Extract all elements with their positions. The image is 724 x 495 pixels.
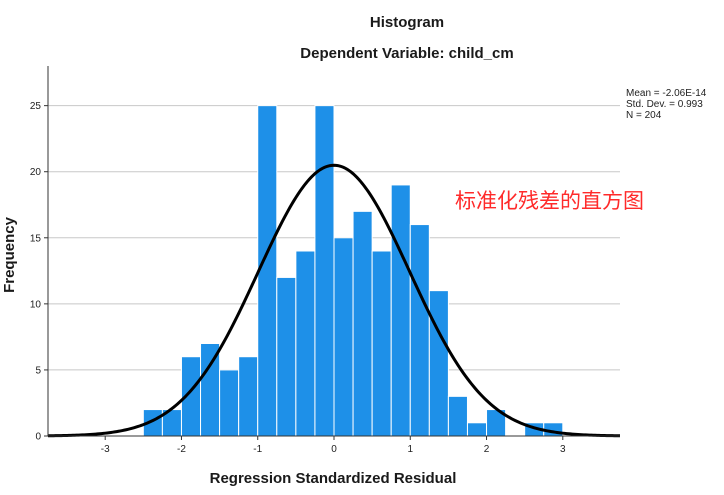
x-tick-label: 2 [484, 444, 490, 455]
histogram-bar [276, 276, 297, 437]
x-tick-label: -3 [101, 444, 110, 455]
histogram-bar [333, 237, 354, 437]
stats-mean: Mean = -2.06E-14 [626, 88, 707, 99]
y-tick-label: 10 [30, 299, 42, 310]
y-axis-label: Frequency [1, 216, 18, 293]
y-tick-label: 15 [30, 233, 42, 244]
histogram-bar [295, 250, 316, 437]
y-tick-label: 0 [35, 432, 41, 443]
histogram-bar [466, 422, 488, 437]
x-tick-label: 3 [560, 444, 566, 455]
chart-title: Histogram [370, 14, 444, 31]
x-tick-label: -1 [253, 444, 262, 455]
stats-std-dev: Std. Dev. = 0.993 [626, 99, 703, 110]
y-tick-label: 5 [35, 365, 41, 376]
x-tick-label: 0 [331, 444, 337, 455]
stats-n: N = 204 [626, 110, 662, 121]
annotation-text: 标准化残差的直方图 [455, 189, 644, 213]
chart-subtitle: Dependent Variable: child_cm [300, 45, 513, 62]
histogram-bar [352, 210, 373, 437]
y-tick-label: 25 [30, 101, 42, 112]
x-axis-label: Regression Standardized Residual [210, 470, 457, 487]
histogram-bar [219, 369, 240, 437]
histogram-bar [428, 290, 449, 437]
histogram-bar [371, 250, 392, 437]
y-tick-label: 20 [30, 167, 42, 178]
normal-curve [47, 163, 621, 438]
x-axis-ticks: -3 -2 -1 0 1 2 3 [101, 436, 566, 455]
histogram-bar [200, 343, 221, 437]
x-tick-label: -2 [177, 444, 186, 455]
histogram-bar [257, 105, 278, 437]
x-tick-label: 1 [407, 444, 413, 455]
histogram-bar [238, 356, 259, 437]
histogram-bar [447, 395, 468, 437]
y-axis-ticks: 0 5 10 15 20 25 [30, 101, 48, 443]
histogram-bar [409, 224, 430, 437]
histogram-bar [390, 184, 411, 437]
histogram-bar [314, 105, 335, 437]
histogram-bars [142, 105, 564, 437]
